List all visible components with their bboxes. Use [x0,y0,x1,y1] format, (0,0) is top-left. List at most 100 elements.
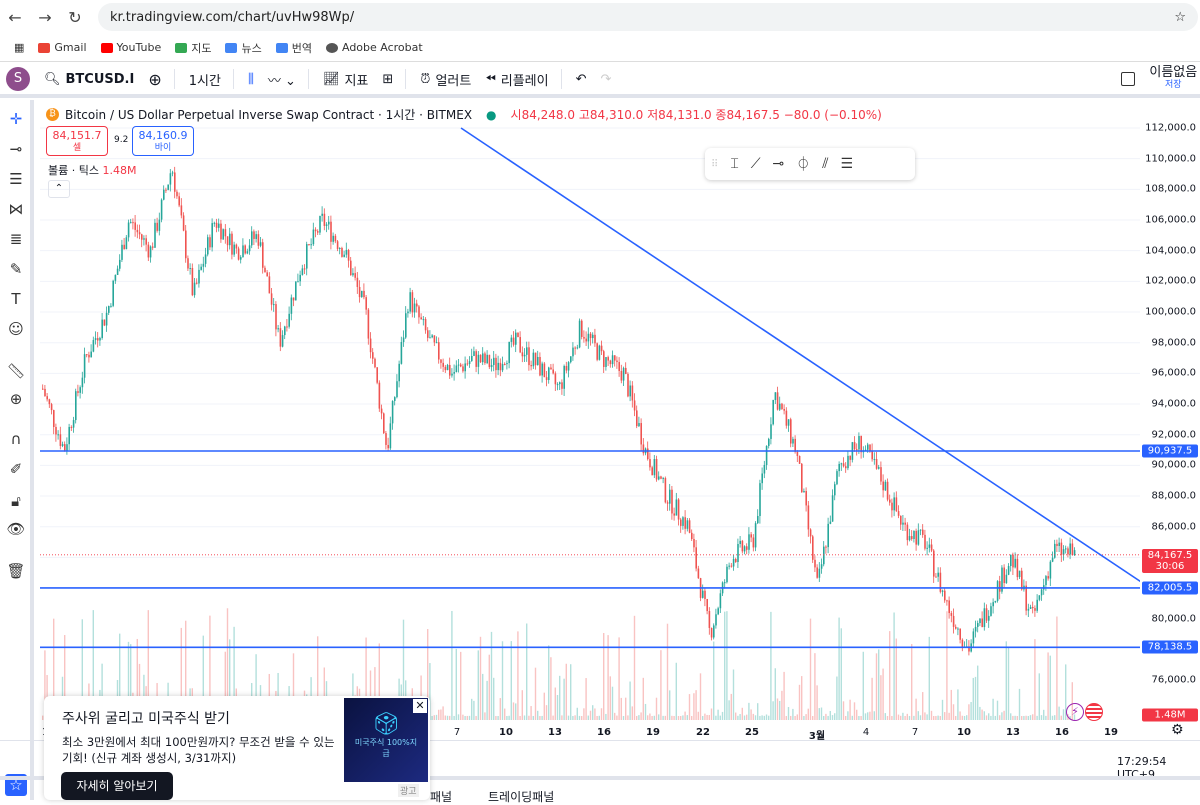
bookmark-youtube[interactable]: YouTube [100,41,161,54]
undo-icon[interactable]: ↶ [575,71,587,87]
indicators-button[interactable]: 📈︎ 지표 [323,70,368,89]
us-flag-event-icon[interactable] [1085,703,1103,721]
unlock-icon[interactable]: 🔓︎ [11,492,21,510]
compare-add-icon[interactable]: ⊕ [148,69,162,89]
layout-checkbox[interactable] [1121,72,1136,86]
candle-body [438,342,440,360]
bookmark-maps[interactable]: 지도 [175,40,211,56]
candle-body [614,355,616,361]
interval-button[interactable]: 1시간 [188,73,221,89]
candle-body [501,363,504,371]
layout-grid-icon[interactable]: ⊞ [382,71,394,87]
reload-icon[interactable]: ↻ [68,7,82,27]
volume-label: 볼륨 · 틱스 [48,164,99,177]
volume-bar [891,716,893,720]
parallel-channel-icon[interactable]: ⫽ [822,156,829,172]
bookmark-news[interactable]: 뉴스 [225,40,262,56]
fib-retracement-icon[interactable]: ☰ [840,156,854,172]
bookmark-label: 뉴스 [241,41,262,55]
avatar[interactable]: S [6,67,30,91]
volume-bar [490,631,493,720]
candle-body [620,370,623,381]
volume-bar [979,706,981,720]
fib-icon[interactable]: ≣ [9,230,23,248]
bookmark-star-icon[interactable]: ☆ [1174,9,1186,25]
zoom-in-icon[interactable]: ⊕ [9,390,23,408]
volume-bar [776,698,779,720]
settings-gear-icon[interactable]: ⚙ [1171,722,1184,738]
magnet-icon[interactable]: ∩ [10,430,22,448]
horizontal-line-icon[interactable]: ⊸ [772,156,785,172]
volume-bar [981,709,983,720]
candle-body [504,363,506,365]
time-tick: 4 [862,727,870,738]
volume-bar [873,711,875,720]
volume-bar [119,633,121,720]
bookmark-translate[interactable]: 번역 [275,40,312,56]
candle-body [341,247,343,257]
buy-button[interactable]: 84,160.9 바이 [132,126,194,156]
forward-icon[interactable]: → [38,7,52,27]
price-range-icon[interactable]: ⌶ [730,156,739,172]
candle-body [605,357,607,367]
lock-draw-icon[interactable]: ✐ [9,460,23,478]
candle-body [838,463,840,472]
replay-button[interactable]: ⏪︎ 리플레이 [485,70,548,89]
symbol-search-button[interactable]: 🔍︎ BTCUSD.I [44,72,134,87]
sell-button[interactable]: 84,151.7 셀 [46,126,108,156]
candle-body [519,337,521,353]
candle-body [622,367,625,381]
collapse-legend-icon[interactable]: ⌃ [48,180,70,198]
pattern-icon[interactable]: ⋈ [8,200,24,218]
lines-icon[interactable]: ☰ [9,170,23,188]
candle-body [1065,548,1067,550]
volume-bar [429,663,431,720]
candle-body [259,242,262,246]
back-icon[interactable]: ← [8,7,22,27]
candle-body [781,403,783,410]
apps-icon[interactable]: ▦ [14,41,25,54]
candle-body [611,355,614,365]
candle-body [171,172,174,174]
drawing-toolbar: ✛ ⊸ ☰ ⋈ ≣ ✎ T ☺ 📏︎ ⊕ ∩ ✐ 🔓︎ 👁︎ 🗑︎ ☆ [0,100,34,800]
price-axis[interactable]: 112,000.0 110,000.0 108,000.0 106,000.0 104,… [1140,100,1200,740]
drag-handle-icon[interactable]: ⠿ [711,158,719,170]
volume-bar [479,636,482,720]
volume-bar [933,715,935,720]
bookmark-gmail[interactable]: Gmail [38,41,87,54]
horizontal-ray-icon[interactable]: ⊸ [9,140,23,158]
ruler-icon[interactable]: 📏︎ [6,362,26,380]
candle-body [149,246,152,258]
candle-type-icon[interactable]: ⫼ [247,71,254,87]
redo-icon[interactable]: ↷ [600,71,612,87]
candle-body [323,213,326,226]
text-icon[interactable]: T [11,290,21,308]
ad-close-icon[interactable]: ✕ [413,699,427,713]
candle-body [785,410,788,426]
candle-body [68,426,70,445]
candle-body [673,513,675,516]
brush-icon[interactable]: ✎ [9,260,23,278]
alert-button[interactable]: ⏰︎ 얼러트 [420,70,471,89]
volume-bar [607,635,609,720]
tab-trading-panel[interactable]: 트레이딩패널 [488,790,555,804]
candle-body [858,436,860,450]
trendline-icon[interactable]: ⟋ [750,156,761,172]
level-price-label: 90,937.5 [1142,444,1198,458]
candle-body [497,362,499,371]
vertical-line-icon[interactable]: ⏀ [796,157,811,173]
emoji-icon[interactable]: ☺ [8,320,24,338]
ad-learn-more-button[interactable]: 자세히 알아보기 [61,772,173,800]
crosshair-icon[interactable]: ✛ [9,110,23,128]
price-chart[interactable] [40,100,1140,740]
tab-panel[interactable]: 패널 [430,790,453,804]
volume-bar [185,620,187,720]
layout-name-button[interactable]: 이름없음 저장 [1149,66,1197,91]
line-tool-icon[interactable]: 〰 ⌄ [267,73,296,89]
address-bar[interactable]: kr.tradingview.com/chart/uvHw98Wp/ ☆ [98,3,1198,31]
eye-icon[interactable]: 👁︎ [6,520,26,538]
bookmark-acrobat[interactable]: Adobe Acrobat [325,41,423,54]
trash-icon[interactable]: 🗑︎ [6,562,26,580]
lightning-event-icon[interactable]: ⚡︎ [1066,703,1084,721]
volume-bar [534,667,537,720]
